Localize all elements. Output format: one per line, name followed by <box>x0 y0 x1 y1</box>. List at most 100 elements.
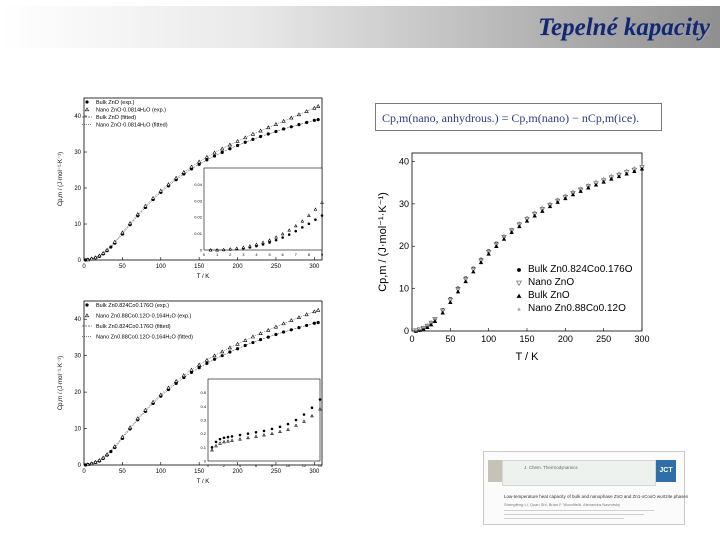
bl-inset-y-tick-label: 0.5 <box>200 390 206 395</box>
tl-inset-data-point <box>208 248 213 252</box>
tl-inset-data-point <box>307 222 311 226</box>
bl-data-point <box>282 330 286 334</box>
bl-data-point <box>150 399 156 404</box>
bl-data-point <box>158 392 163 397</box>
bl-inset-data-point <box>286 422 290 426</box>
tl-inset-data-point <box>281 236 284 239</box>
r-y-tick-label: 40 <box>399 156 409 166</box>
bl-data-point <box>266 335 270 339</box>
bl-x-tick-label: 0 <box>82 469 86 475</box>
tl-data-point <box>266 125 271 130</box>
tl-inset-y-tick-label: 0.03 <box>194 198 203 203</box>
tl-data-point <box>212 154 217 158</box>
bl-data-point <box>243 343 247 348</box>
bl-inset-data-point <box>310 413 314 418</box>
r-data-point <box>609 173 613 177</box>
r-legend-symbol <box>517 268 521 272</box>
tl-data-point <box>166 182 171 186</box>
bl-data-point <box>281 321 286 326</box>
paper-title: Low-temperature heat capacity of bulk an… <box>504 494 689 499</box>
r-data-point <box>429 320 433 324</box>
r-data-point <box>625 168 629 172</box>
bl-inset-data-point <box>270 427 274 431</box>
r-data-point <box>555 199 560 204</box>
r-data-point <box>464 276 468 279</box>
tl-inset-data-point <box>320 200 324 204</box>
bl-data-point <box>109 449 113 454</box>
tl-data-point <box>204 154 209 159</box>
bl-data-point <box>220 354 224 358</box>
r-legend-symbol <box>516 280 522 287</box>
r-data-point <box>441 307 445 311</box>
publisher-logo <box>488 460 502 482</box>
bl-data-point <box>228 350 232 354</box>
bl-data-point <box>135 416 140 420</box>
tl-y-axis-label: Cp,m / (J·mol⁻¹·K⁻¹) <box>58 152 64 206</box>
tl-inset-x-tick-label: 1 <box>216 252 219 257</box>
bl-legend-symbol <box>85 303 89 307</box>
bl-inset-data-point <box>278 429 282 433</box>
bl-inset-data-point <box>210 446 214 449</box>
bl-data-point <box>143 407 148 412</box>
r-data-point <box>421 326 426 331</box>
bl-fit-line <box>87 309 319 465</box>
tl-inset-data-point <box>280 232 285 236</box>
tl-inset-data-point <box>293 223 298 228</box>
r-data-point <box>517 220 521 224</box>
r-data-point <box>533 210 537 214</box>
r-data-point <box>548 201 552 205</box>
tl-x-tick-label: 250 <box>271 264 282 270</box>
bl-y-axis-label: Cp,m / (J·mol⁻¹·K⁻¹) <box>58 356 64 410</box>
tl-inset-data-point <box>261 240 265 244</box>
bl-inset-data-point <box>238 433 242 437</box>
bl-data-point <box>316 320 320 325</box>
tl-inset-x-tick-label: 5 <box>268 252 271 257</box>
tl-inset-x-tick-label: 2 <box>229 252 232 257</box>
tl-inset-y-tick-label: 0 <box>200 248 203 253</box>
bl-data-point <box>258 331 263 336</box>
tl-data-point <box>266 132 270 136</box>
r-data-point <box>524 218 530 223</box>
r-y-tick-label: 20 <box>399 241 409 251</box>
bl-inset-x-tick-label: 14 <box>318 463 323 468</box>
r-data-point <box>563 196 568 201</box>
r-data-point <box>532 213 537 218</box>
paper-text-line <box>504 518 624 519</box>
bl-inset-x-tick-label: 12 <box>302 463 307 468</box>
tl-inset-data-point <box>234 246 239 250</box>
tl-data-point <box>297 123 301 127</box>
r-data-point <box>525 215 529 219</box>
r-data-point <box>463 279 468 284</box>
tl-legend-entry: Nano ZnO·0.0814H₂O (exp.) <box>96 108 166 114</box>
tl-inset-data-point <box>267 238 272 242</box>
bl-data-point <box>174 378 179 383</box>
tl-inset-x-tick-label: 9 <box>321 252 324 257</box>
paper-text-line <box>504 514 644 515</box>
bl-data-point <box>316 307 321 312</box>
tl-inset-x-tick-label: 3 <box>242 252 245 257</box>
tl-data-point <box>112 239 117 244</box>
r-data-point <box>455 289 461 294</box>
tl-legend-entry: Bulk ZnO (fitted) <box>96 115 136 121</box>
chart-right: 0 50 100 150 200 250 300 0 10 20 30 40 T / K Cp,m / (… <box>377 152 650 363</box>
r-data-point <box>448 296 452 300</box>
r-data-point <box>478 260 484 265</box>
r-data-point <box>640 163 644 167</box>
tl-inset-x-tick-label: 0 <box>203 252 206 257</box>
r-data-point <box>586 182 590 186</box>
bl-inset-data-point <box>214 444 218 448</box>
tl-inset-data-point <box>228 247 233 251</box>
tl-data-point <box>158 188 163 193</box>
bl-data-point <box>93 459 98 464</box>
bl-inset-x-tick-label: 4 <box>239 463 242 468</box>
r-data-point <box>421 325 426 329</box>
r-data-point <box>602 176 606 180</box>
tl-data-point <box>251 137 255 141</box>
r-data-point <box>448 299 453 304</box>
r-data-point <box>616 174 622 179</box>
tl-data-point <box>174 175 179 180</box>
tl-data-point <box>197 162 201 166</box>
bl-data-point <box>197 362 202 367</box>
bl-inset-x-tick-label: 0 <box>207 463 210 468</box>
bl-inset-data-point <box>294 418 298 422</box>
